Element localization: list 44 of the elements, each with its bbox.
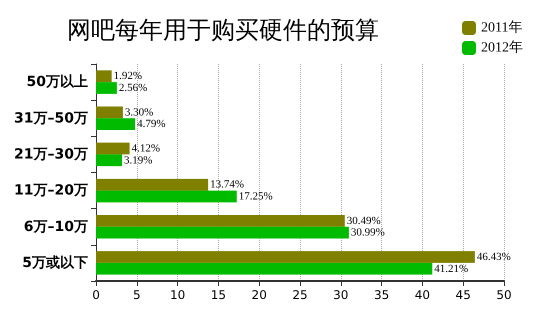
bar [96,118,136,130]
bar [96,154,122,166]
data-label: 13.74% [210,178,244,191]
x-tick-label: 25 [292,288,308,302]
bar [96,106,123,118]
bar [96,142,130,154]
data-label: 30.99% [350,226,385,239]
x-tick-label: 30 [333,288,348,302]
x-tick-label: 5 [132,288,141,302]
data-label: 1.92% [114,70,142,82]
data-label: 3.19% [124,154,152,166]
data-label: 4.79% [137,118,166,130]
data-label: 2.56% [118,82,148,94]
y-tick-label: 5万或以下 [22,254,88,271]
x-tick-label: 0 [92,288,100,302]
x-tick-label: 50 [496,288,512,302]
y-tick-label: 21万–30万 [14,146,88,162]
bar [96,226,349,239]
x-tick-label: 15 [210,288,226,302]
y-tick-label: 6万–10万 [24,218,88,235]
bar [96,262,432,275]
data-label: 4.12% [132,142,160,155]
y-tick-label: 11万–20万 [14,182,88,199]
x-tick-label: 45 [456,288,471,302]
x-tick-label: 35 [374,288,390,302]
data-label: 41.21% [434,262,468,275]
legend-label: 2011年 [481,20,522,36]
y-tick-label: 50万以上 [26,74,88,90]
x-tick-label: 20 [252,288,267,302]
legend-label: 2012年 [481,40,523,56]
bar [96,178,208,191]
y-tick-label: 31万–50万 [14,110,88,126]
data-label: 30.49% [346,214,381,227]
bar [96,214,345,227]
chart-title: 网吧每年用于购买硬件的预算 [67,18,379,44]
bar [96,70,112,82]
data-label: 17.25% [238,190,273,202]
x-tick-label: 10 [170,288,186,302]
bar [96,190,237,202]
data-label: 46.43% [476,251,511,264]
bar [96,82,117,94]
bar [96,251,475,263]
x-tick-label: 40 [414,288,430,302]
data-label: 3.30% [124,106,154,118]
